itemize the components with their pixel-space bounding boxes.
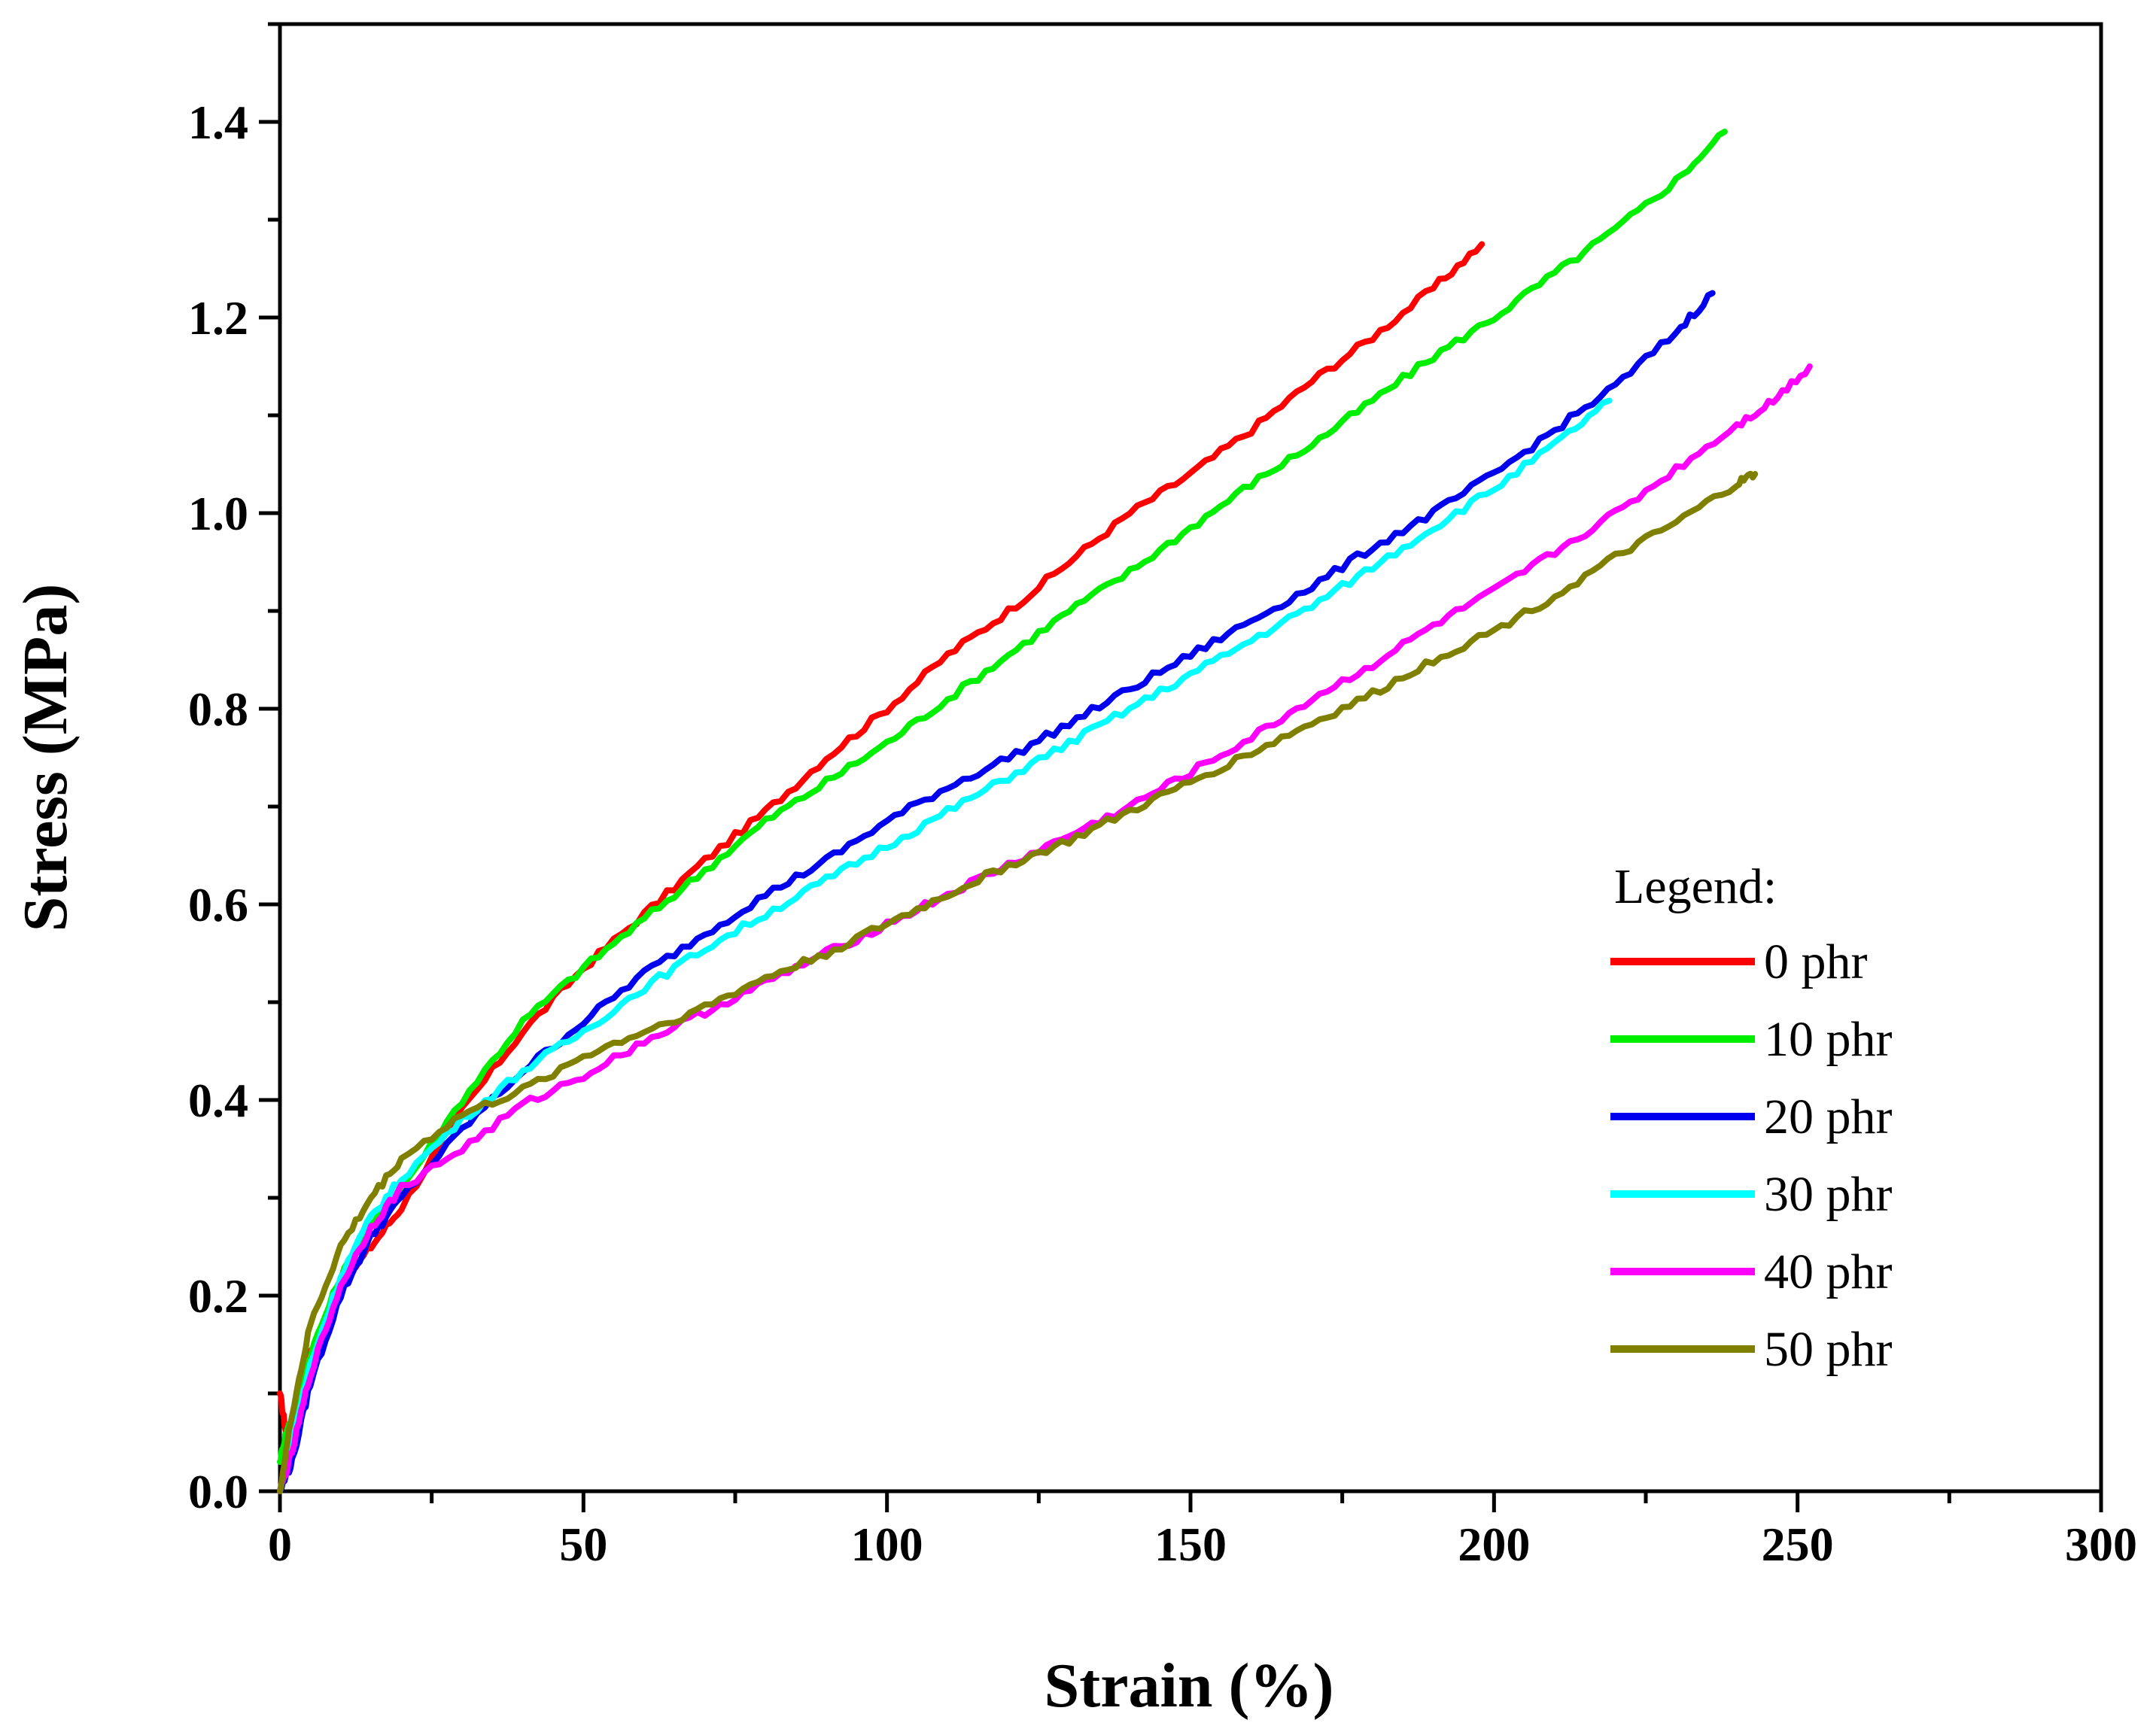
legend-label: 0 phr bbox=[1764, 934, 1868, 989]
legend-label: 10 phr bbox=[1764, 1012, 1893, 1067]
y-tick-label: 0.4 bbox=[188, 1074, 248, 1127]
legend-label: 20 phr bbox=[1764, 1089, 1893, 1144]
legend-label: 30 phr bbox=[1764, 1167, 1893, 1222]
legend: Legend: 0 phr 10 phr 20 phr 30 phr 40 phr 50 … bbox=[1610, 859, 1893, 1377]
y-tick-label: 0.6 bbox=[188, 878, 248, 931]
y-tick-label: 0.2 bbox=[188, 1269, 248, 1323]
y-tick-label: 1.0 bbox=[188, 487, 248, 540]
x-axis-title: Strain (%) bbox=[1045, 1651, 1334, 1721]
y-tick-label: 1.2 bbox=[188, 291, 248, 345]
y-axis-title: Stress (MPa) bbox=[11, 584, 81, 932]
series-line-30-phr bbox=[277, 397, 1613, 1494]
x-tick-label: 150 bbox=[1154, 1518, 1227, 1571]
x-tick-label: 50 bbox=[559, 1518, 607, 1571]
x-axis-ticks: 0 50 100 150 200 250 300 bbox=[268, 1491, 2137, 1571]
series-line-0-phr bbox=[277, 241, 1485, 1448]
y-axis-ticks: 0.0 0.2 0.4 0.6 0.8 1.0 1.2 1.4 bbox=[188, 22, 280, 1518]
series-line-10-phr bbox=[277, 129, 1728, 1465]
x-tick-label: 250 bbox=[1762, 1518, 1834, 1571]
x-tick-label: 300 bbox=[2065, 1518, 2137, 1571]
series-lines bbox=[277, 129, 1813, 1494]
y-tick-label: 0.8 bbox=[188, 682, 248, 736]
series-line-20-phr bbox=[277, 290, 1716, 1494]
x-tick-label: 200 bbox=[1458, 1518, 1530, 1571]
series-line-50-phr bbox=[277, 470, 1759, 1494]
x-tick-label: 100 bbox=[851, 1518, 923, 1571]
y-tick-label: 0.0 bbox=[188, 1465, 248, 1518]
legend-label: 40 phr bbox=[1764, 1244, 1893, 1299]
x-tick-label: 0 bbox=[268, 1518, 292, 1571]
legend-title: Legend: bbox=[1614, 859, 1777, 914]
y-tick-label: 1.4 bbox=[188, 96, 248, 149]
legend-label: 50 phr bbox=[1764, 1322, 1893, 1377]
series-line-40-phr bbox=[277, 363, 1813, 1494]
